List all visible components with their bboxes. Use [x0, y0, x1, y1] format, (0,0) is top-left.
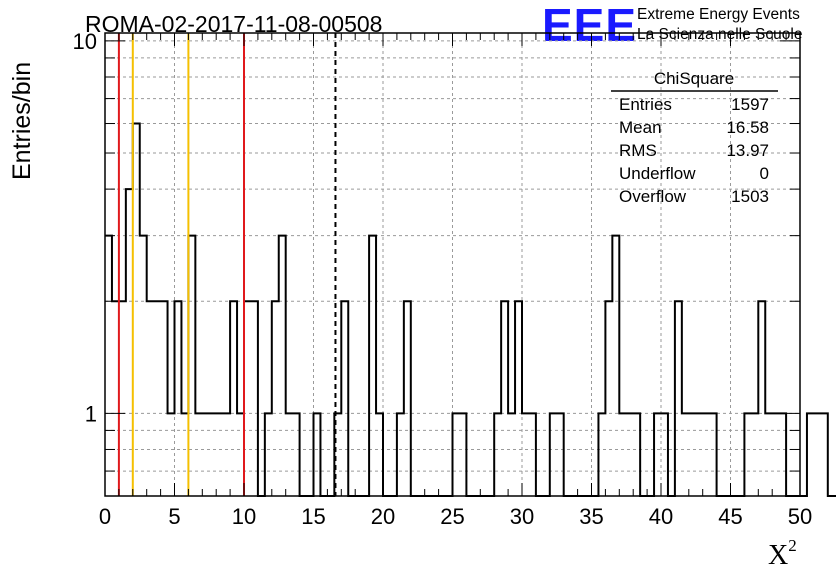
logo-line-1: Extreme Energy Events — [637, 6, 800, 23]
stats-label: Entries — [619, 95, 672, 114]
x-tick-label: 25 — [440, 504, 464, 529]
stats-label: Underflow — [619, 164, 696, 183]
stats-title: ChiSquare — [654, 69, 734, 88]
stats-value: 13.97 — [726, 141, 769, 160]
eee-logo: EEE Extreme Energy Events La Scienza nel… — [542, 0, 802, 51]
x-tick-label: 10 — [232, 504, 256, 529]
histogram — [105, 122, 836, 497]
stats-label: Overflow — [619, 187, 687, 206]
histogram-outline — [105, 122, 836, 497]
logo-line-2: La Scienza nelle Scuole — [637, 26, 802, 43]
x-tick-label: 15 — [301, 504, 325, 529]
x-tick-label: 45 — [718, 504, 742, 529]
x-tick-label: 40 — [649, 504, 673, 529]
x-tick-label: 35 — [579, 504, 603, 529]
x-axis-label: X2 — [768, 536, 797, 571]
y-tick-label: 10 — [73, 29, 97, 54]
x-tick-label: 20 — [371, 504, 395, 529]
stats-label: Mean — [619, 118, 662, 137]
y-axis-label: Entries/bin — [8, 62, 36, 180]
x-tick-label: 5 — [168, 504, 180, 529]
stats-box: ChiSquare Entries 1597 Mean 16.58 RMS 13.97 Un… — [611, 69, 778, 206]
x-tick-label: 0 — [99, 504, 111, 529]
y-tick-label: 1 — [85, 401, 97, 426]
eee-logo-mark: EEE — [542, 0, 637, 51]
stats-value: 1503 — [731, 187, 769, 206]
stats-label: RMS — [619, 141, 657, 160]
stats-value: 16.58 — [726, 118, 769, 137]
reference-lines — [117, 33, 337, 496]
stats-value: 0 — [760, 164, 769, 183]
stats-value: 1597 — [731, 95, 769, 114]
x-tick-label: 50 — [788, 504, 812, 529]
axes: 0 5 10 15 20 25 30 35 40 45 50 1 10 — [73, 29, 813, 529]
stats-rows: Entries 1597 Mean 16.58 RMS 13.97 Underflow 0 Ov… — [619, 95, 769, 206]
x-tick-label: 30 — [510, 504, 534, 529]
